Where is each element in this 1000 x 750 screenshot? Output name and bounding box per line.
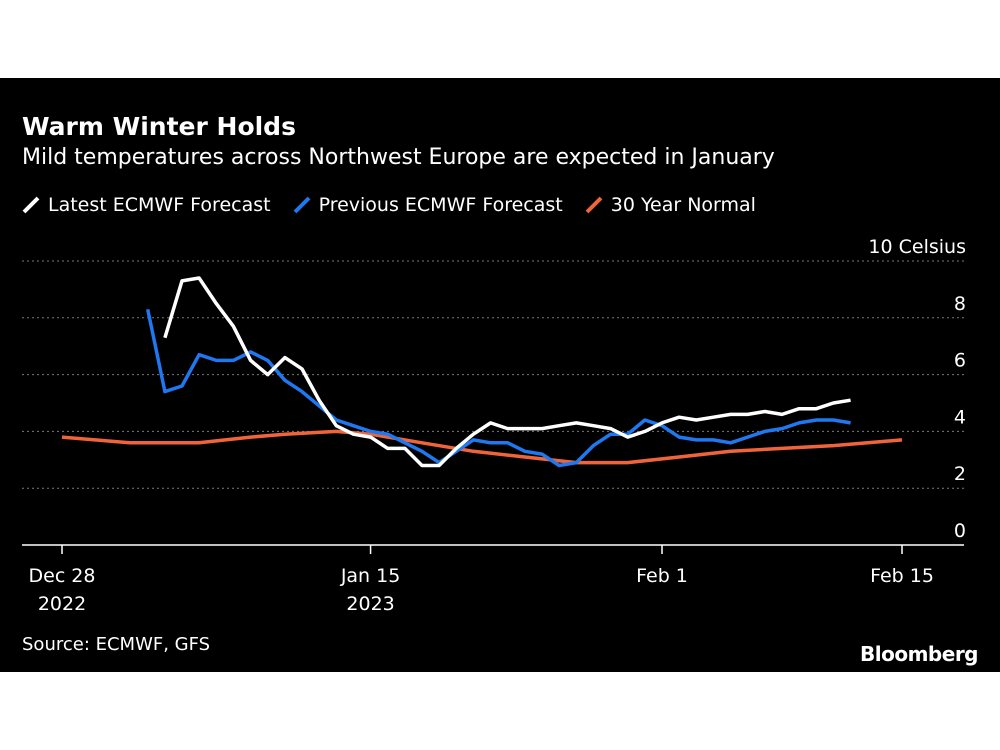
legend-swatch-latest [22, 196, 40, 214]
source-note: Source: ECMWF, GFS [22, 634, 211, 655]
x-tick-label: Feb 15 [870, 565, 934, 587]
series-line-latest [163, 276, 851, 468]
x-tick-label: Feb 1 [636, 565, 688, 587]
y-tick-label: 10 Celsius [868, 236, 966, 258]
line-chart: 10 Celsius 8 6 4 2 0 Dec 28 2022 Jan 15 2023 Feb 1… [22, 236, 966, 615]
y-tick-label: 0 [954, 520, 966, 542]
legend: Latest ECMWF Forecast Previous ECMWF For… [22, 194, 756, 216]
chart-card: Warm Winter Holds Mild temperatures acro… [0, 78, 1000, 672]
legend-item-previous: Previous ECMWF Forecast [293, 194, 563, 216]
legend-swatch-line [585, 196, 603, 214]
legend-swatch-normal [585, 196, 603, 214]
series-line-normal [61, 429, 903, 465]
x-tick-label: Jan 15 [340, 565, 401, 587]
legend-swatch-previous [293, 196, 310, 214]
x-tick-label: Dec 28 [29, 565, 96, 587]
y-tick-label: 4 [954, 406, 966, 428]
legend-swatch-line [293, 196, 310, 214]
series-line-previous [145, 308, 851, 468]
x-tick-sublabel: 2022 [38, 593, 86, 615]
legend-label-latest: Latest ECMWF Forecast [48, 194, 271, 216]
chart-title: Warm Winter Holds [22, 112, 296, 141]
legend-label-previous: Previous ECMWF Forecast [318, 194, 563, 216]
y-tick-label: 6 [954, 350, 966, 372]
chart-subtitle: Mild temperatures across Northwest Europ… [22, 145, 775, 170]
legend-swatch-line [22, 196, 40, 214]
x-tick-sublabel: 2023 [346, 593, 394, 615]
legend-item-normal: 30 Year Normal [585, 194, 756, 216]
legend-label-normal: 30 Year Normal [610, 194, 756, 216]
legend-item-latest: Latest ECMWF Forecast [22, 194, 271, 216]
bloomberg-logo: Bloomberg [860, 642, 978, 666]
y-tick-label: 8 [954, 293, 966, 315]
y-tick-label: 2 [954, 463, 966, 485]
